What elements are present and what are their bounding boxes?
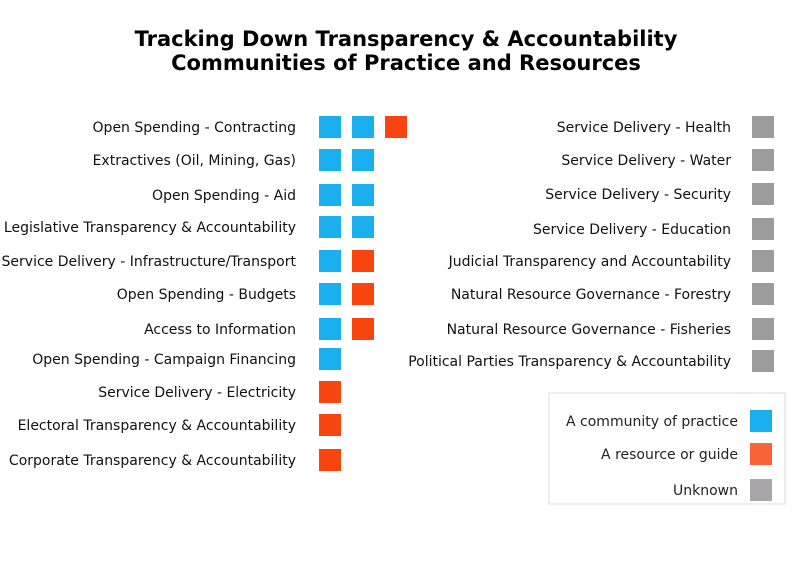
row-label: Electoral Transparency & Accountability bbox=[18, 418, 296, 434]
community-marker bbox=[352, 184, 374, 206]
community-marker bbox=[319, 348, 341, 370]
resource-marker bbox=[319, 381, 341, 403]
row-label: Service Delivery - Electricity bbox=[98, 385, 296, 401]
legend-box bbox=[548, 392, 786, 505]
legend-label: A resource or guide bbox=[601, 447, 738, 463]
legend: A community of practice A resource or gui… bbox=[548, 392, 786, 505]
legend-label: Unknown bbox=[673, 483, 738, 499]
resource-marker bbox=[352, 250, 374, 272]
resource-marker bbox=[385, 116, 407, 138]
row-label: Service Delivery - Security bbox=[545, 187, 731, 203]
row-label: Judicial Transparency and Accountability bbox=[448, 254, 731, 270]
unknown-marker bbox=[752, 350, 774, 372]
row-label: Political Parties Transparency & Account… bbox=[408, 354, 731, 370]
row-label: Service Delivery - Water bbox=[561, 153, 731, 169]
resource-marker bbox=[319, 414, 341, 436]
row-label: Access to Information bbox=[144, 322, 296, 338]
left-column: Open Spending - Contracting Extractives (… bbox=[2, 116, 407, 471]
community-marker bbox=[319, 149, 341, 171]
row-label: Open Spending - Contracting bbox=[93, 120, 296, 136]
unknown-marker bbox=[752, 183, 774, 205]
community-marker bbox=[319, 283, 341, 305]
row-label: Corporate Transparency & Accountability bbox=[9, 453, 296, 469]
legend-swatch-unknown bbox=[750, 479, 772, 501]
community-marker bbox=[319, 216, 341, 238]
row-label: Legislative Transparency & Accountabilit… bbox=[4, 220, 296, 236]
row-label: Service Delivery - Health bbox=[557, 120, 731, 136]
resource-marker bbox=[352, 283, 374, 305]
unknown-marker bbox=[752, 250, 774, 272]
unknown-marker bbox=[752, 283, 774, 305]
community-marker bbox=[319, 184, 341, 206]
row-label: Service Delivery - Infrastructure/Transp… bbox=[2, 254, 297, 270]
legend-swatch-resource bbox=[750, 443, 772, 465]
community-marker bbox=[319, 318, 341, 340]
legend-swatch-community bbox=[750, 410, 772, 432]
legend-label: A community of practice bbox=[566, 414, 738, 430]
community-marker bbox=[352, 149, 374, 171]
right-column: Service Delivery - Health Service Deliver… bbox=[408, 116, 774, 372]
unknown-marker bbox=[752, 318, 774, 340]
row-label: Natural Resource Governance - Forestry bbox=[451, 287, 731, 303]
community-marker bbox=[352, 116, 374, 138]
community-marker bbox=[352, 216, 374, 238]
community-marker bbox=[319, 250, 341, 272]
unknown-marker bbox=[752, 116, 774, 138]
chart-title-line-2: Communities of Practice and Resources bbox=[171, 51, 641, 75]
unknown-marker bbox=[752, 149, 774, 171]
resource-marker bbox=[319, 449, 341, 471]
unknown-marker bbox=[752, 218, 774, 240]
row-label: Open Spending - Campaign Financing bbox=[32, 352, 296, 368]
row-label: Open Spending - Budgets bbox=[117, 287, 296, 303]
community-marker bbox=[319, 116, 341, 138]
row-label: Open Spending - Aid bbox=[152, 188, 296, 204]
chart-title-line-1: Tracking Down Transparency & Accountabil… bbox=[135, 27, 678, 51]
row-label: Extractives (Oil, Mining, Gas) bbox=[93, 153, 296, 169]
row-label: Service Delivery - Education bbox=[533, 222, 731, 238]
resource-marker bbox=[352, 318, 374, 340]
row-label: Natural Resource Governance - Fisheries bbox=[447, 322, 731, 338]
